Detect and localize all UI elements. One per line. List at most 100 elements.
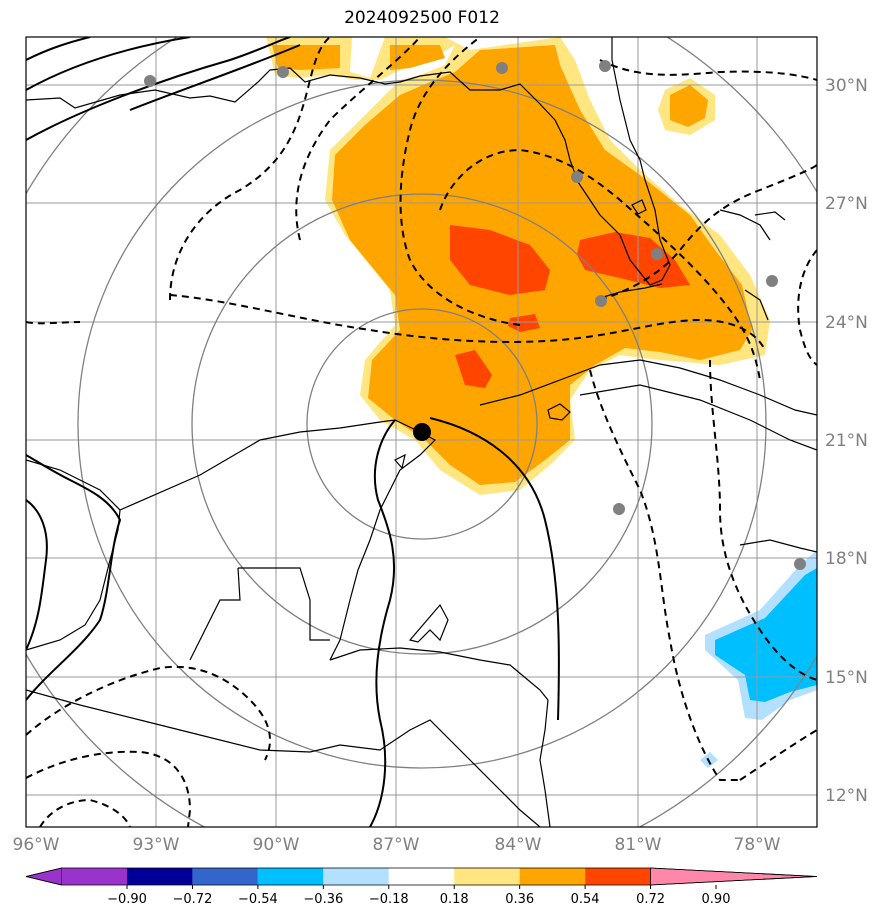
mexico-border — [189, 567, 241, 661]
florida-keys — [599, 283, 663, 299]
contour-solid-nw-3 — [26, 37, 91, 61]
colorbar-segment — [61, 868, 127, 885]
shade-cyan — [715, 568, 817, 702]
contour-dash-3 — [295, 37, 421, 241]
contour-dash-13 — [26, 665, 271, 761]
contour-solid-nw-1 — [26, 37, 191, 91]
yucatan-peninsula — [119, 419, 436, 661]
range-ring-2 — [191, 193, 653, 655]
dashed-contours — [26, 37, 817, 827]
contour-dash-14 — [26, 750, 192, 827]
coastlines — [26, 37, 817, 827]
colorbar-tick-label: −0.90 — [107, 892, 147, 907]
colorbar-segment — [323, 868, 389, 885]
lon-label: 84°W — [495, 835, 542, 855]
shade-red-2 — [577, 232, 690, 288]
colorbar-segment — [388, 868, 455, 885]
colorbar-segment — [127, 868, 193, 885]
stations — [144, 60, 806, 570]
plot-frame — [25, 36, 818, 828]
lat-label: 27°N — [825, 194, 868, 214]
shade-red-4 — [455, 350, 492, 388]
colorbar-extend-max — [650, 867, 818, 886]
shade-red-3 — [508, 314, 540, 332]
hispaniola-jamaica — [739, 539, 817, 553]
cuba — [479, 359, 817, 416]
shade-orange-blob-east — [670, 85, 708, 127]
colorbar-segment — [585, 868, 651, 885]
contour-dash-10 — [709, 359, 817, 681]
colorbar: −0.90 −0.72 −0.54 −0.36 −0.18 0.18 0.36 0.54 0.7… — [25, 867, 818, 907]
storm-center-marker — [413, 423, 431, 441]
lon-label: 87°W — [373, 835, 420, 855]
contour-solid-right — [429, 417, 560, 721]
contour-solid-center — [369, 419, 396, 827]
contour-dash-2 — [169, 294, 766, 351]
colorbar-segment — [257, 868, 324, 885]
lon-label: 96°W — [13, 835, 60, 855]
contour-dash-9 — [739, 729, 817, 781]
nicaragua-coast — [539, 699, 551, 827]
lat-label: 15°N — [825, 668, 868, 688]
lat-label: 21°N — [825, 431, 868, 451]
range-ring-3 — [77, 79, 767, 769]
lon-label: 81°W — [615, 835, 662, 855]
colorbar-tick-label: 0.36 — [505, 892, 534, 907]
lat-label: 24°N — [825, 313, 868, 333]
gulf-coast-north — [26, 37, 671, 286]
station-4 — [599, 60, 611, 72]
lon-label: 93°W — [133, 835, 180, 855]
contour-dash-7 — [599, 59, 817, 81]
colorbar-segment — [192, 868, 258, 885]
station-5 — [571, 171, 583, 183]
colorbar-segment — [454, 868, 520, 885]
colorbar-tick-label: −0.54 — [238, 892, 278, 907]
station-8 — [766, 275, 778, 287]
honduras-gulf-islands — [408, 603, 449, 643]
contour-solid-nw-4 — [129, 44, 301, 111]
cuba-south — [579, 384, 817, 451]
contour-dash-8 — [589, 369, 740, 781]
colorbar-tick-label: 0.72 — [636, 892, 665, 907]
latitude-labels: 30°N 27°N 24°N 21°N 18°N 15°N 12°N — [825, 76, 868, 806]
honduras-coast — [329, 647, 549, 701]
colorbar-tick-label: −0.36 — [303, 892, 343, 907]
colorbar-tick-label: 0.18 — [440, 892, 469, 907]
colorbar-border — [25, 867, 818, 886]
range-ring-1 — [306, 308, 538, 540]
contour-solid-nw-2 — [26, 37, 291, 141]
florida-lake — [631, 199, 647, 215]
central-america-pacific — [26, 689, 541, 827]
station-1 — [144, 75, 156, 87]
belize-guatemala-border — [238, 567, 330, 641]
lat-label: 30°N — [825, 76, 868, 96]
lon-label: 78°W — [734, 835, 781, 855]
colorbar-tick-label: −0.72 — [173, 892, 213, 907]
station-2 — [277, 66, 289, 78]
colorbar-tick-label: 0.90 — [702, 892, 731, 907]
station-10 — [794, 558, 806, 570]
contour-dash-5 — [439, 148, 761, 381]
contour-solid-west — [26, 454, 122, 701]
lat-label: 18°N — [825, 549, 868, 569]
shade-red-1 — [450, 225, 550, 295]
contour-solid-sw — [26, 499, 48, 651]
lat-label: 12°N — [825, 786, 868, 806]
contour-dash-1 — [169, 37, 331, 301]
contour-dash-4 — [399, 37, 521, 326]
solid-contours — [26, 37, 560, 827]
station-6 — [651, 248, 663, 260]
range-rings — [26, 37, 817, 827]
shaded-field — [266, 37, 817, 768]
bahamas — [719, 209, 786, 321]
station-9 — [613, 503, 625, 515]
contour-dash-6 — [599, 164, 817, 301]
colorbar-segment — [519, 868, 586, 885]
station-3 — [496, 62, 508, 74]
contour-dash-12 — [26, 321, 81, 325]
colorbar-tick-label: −0.18 — [369, 892, 409, 907]
colorbar-extend-min — [25, 867, 62, 886]
lon-label: 90°W — [253, 835, 300, 855]
contour-dash-15 — [39, 798, 131, 827]
